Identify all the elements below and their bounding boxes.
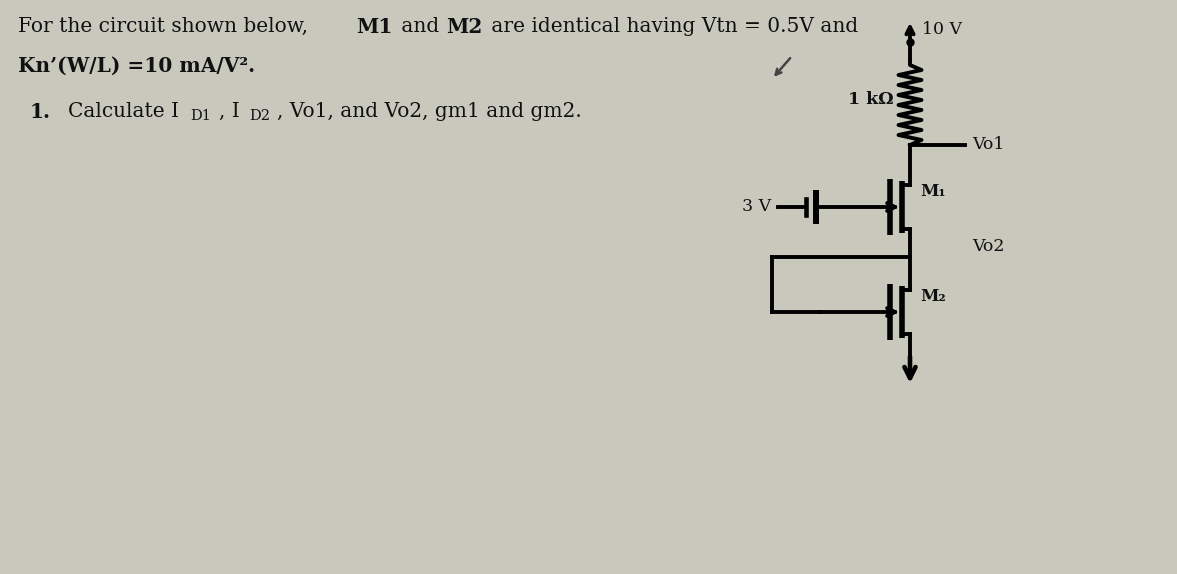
Text: M1: M1: [355, 17, 392, 37]
Text: 3 V: 3 V: [742, 199, 771, 215]
Text: and: and: [395, 17, 446, 36]
Text: Calculate I: Calculate I: [68, 102, 179, 121]
Text: Kn’(W/L) =10 mA/V².: Kn’(W/L) =10 mA/V².: [18, 56, 255, 76]
Text: , I: , I: [219, 102, 240, 121]
Text: are identical having Vtn = 0.5V and: are identical having Vtn = 0.5V and: [485, 17, 858, 36]
Text: D2: D2: [250, 109, 270, 123]
Text: M₂: M₂: [920, 289, 945, 305]
Text: , Vo1, and Vo2, gm1 and gm2.: , Vo1, and Vo2, gm1 and gm2.: [277, 102, 581, 121]
Text: D1: D1: [191, 109, 212, 123]
Text: 10 V: 10 V: [922, 21, 962, 38]
Text: Vo2: Vo2: [972, 239, 1004, 255]
Text: Vo1: Vo1: [972, 137, 1004, 153]
Text: 1 kΩ: 1 kΩ: [847, 91, 893, 108]
Text: M2: M2: [446, 17, 483, 37]
Text: 1.: 1.: [29, 102, 51, 122]
Text: For the circuit shown below,: For the circuit shown below,: [18, 17, 314, 36]
Text: M₁: M₁: [920, 184, 945, 200]
